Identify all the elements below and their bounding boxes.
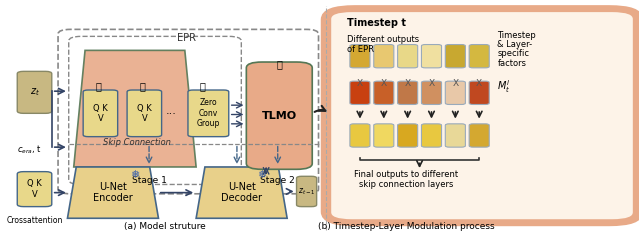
Text: specific: specific [497, 49, 529, 58]
FancyBboxPatch shape [374, 81, 394, 105]
Text: EPR: EPR [177, 33, 196, 43]
Text: ...: ... [166, 106, 177, 116]
Text: X: X [452, 79, 458, 88]
Text: 🔥: 🔥 [276, 59, 282, 69]
Text: Timestep t: Timestep t [347, 18, 406, 28]
Text: X: X [357, 79, 363, 88]
Text: Q K
V: Q K V [27, 179, 42, 199]
Text: Q K
V: Q K V [137, 104, 152, 123]
Text: Different outputs: Different outputs [347, 35, 419, 44]
FancyBboxPatch shape [83, 90, 118, 137]
FancyBboxPatch shape [445, 81, 465, 105]
FancyBboxPatch shape [445, 45, 465, 68]
Text: $M^l_t$: $M^l_t$ [497, 79, 511, 96]
Text: Stage 1: Stage 1 [132, 176, 166, 185]
FancyBboxPatch shape [350, 45, 370, 68]
FancyBboxPatch shape [445, 124, 465, 147]
FancyBboxPatch shape [17, 71, 52, 113]
Text: X: X [404, 79, 411, 88]
Text: X: X [381, 79, 387, 88]
Text: Final outputs to different: Final outputs to different [355, 170, 458, 179]
Text: skip connection layers: skip connection layers [359, 180, 454, 189]
Text: 🔥: 🔥 [96, 81, 102, 92]
Text: $z_t$: $z_t$ [29, 86, 40, 98]
Text: Zero
Conv
Group: Zero Conv Group [196, 98, 220, 128]
FancyBboxPatch shape [127, 90, 162, 137]
Text: Stage 2: Stage 2 [260, 176, 295, 185]
Text: TLMO: TLMO [262, 111, 297, 121]
Text: factors: factors [497, 59, 526, 67]
FancyBboxPatch shape [350, 124, 370, 147]
FancyBboxPatch shape [422, 81, 442, 105]
FancyBboxPatch shape [350, 81, 370, 105]
Text: ❅: ❅ [131, 170, 140, 180]
FancyBboxPatch shape [422, 124, 442, 147]
Text: X: X [428, 79, 435, 88]
Text: Q K
V: Q K V [93, 104, 108, 123]
Text: of EPR: of EPR [347, 45, 374, 54]
Text: $z_{t-1}$: $z_{t-1}$ [298, 186, 316, 197]
Text: 🔥: 🔥 [140, 81, 146, 92]
Text: 🔥: 🔥 [200, 81, 205, 92]
FancyBboxPatch shape [469, 124, 489, 147]
FancyBboxPatch shape [469, 81, 489, 105]
Text: $c_{era}$, t: $c_{era}$, t [17, 144, 42, 156]
FancyBboxPatch shape [246, 62, 312, 169]
FancyBboxPatch shape [17, 172, 52, 207]
Polygon shape [74, 50, 196, 167]
FancyBboxPatch shape [330, 11, 634, 221]
FancyBboxPatch shape [397, 81, 418, 105]
Polygon shape [196, 167, 287, 218]
FancyBboxPatch shape [422, 45, 442, 68]
Text: Crossattention: Crossattention [6, 216, 63, 225]
FancyBboxPatch shape [188, 90, 228, 137]
Text: Skip Connection: Skip Connection [102, 138, 170, 147]
FancyBboxPatch shape [469, 45, 489, 68]
FancyBboxPatch shape [296, 176, 317, 207]
Text: & Layer-: & Layer- [497, 40, 532, 49]
FancyBboxPatch shape [397, 45, 418, 68]
Text: Timestep: Timestep [497, 30, 536, 40]
Text: (b) Timestep-Layer Modulation process: (b) Timestep-Layer Modulation process [318, 222, 495, 231]
FancyBboxPatch shape [374, 45, 394, 68]
FancyBboxPatch shape [324, 8, 640, 223]
Text: (a) Model struture: (a) Model struture [124, 222, 205, 231]
FancyBboxPatch shape [397, 124, 418, 147]
Text: ❅: ❅ [257, 170, 267, 180]
Polygon shape [67, 167, 159, 218]
Text: X: X [476, 79, 483, 88]
Text: U-Net
Decoder: U-Net Decoder [221, 182, 262, 203]
FancyBboxPatch shape [374, 124, 394, 147]
Text: U-Net
Encoder: U-Net Encoder [93, 182, 133, 203]
